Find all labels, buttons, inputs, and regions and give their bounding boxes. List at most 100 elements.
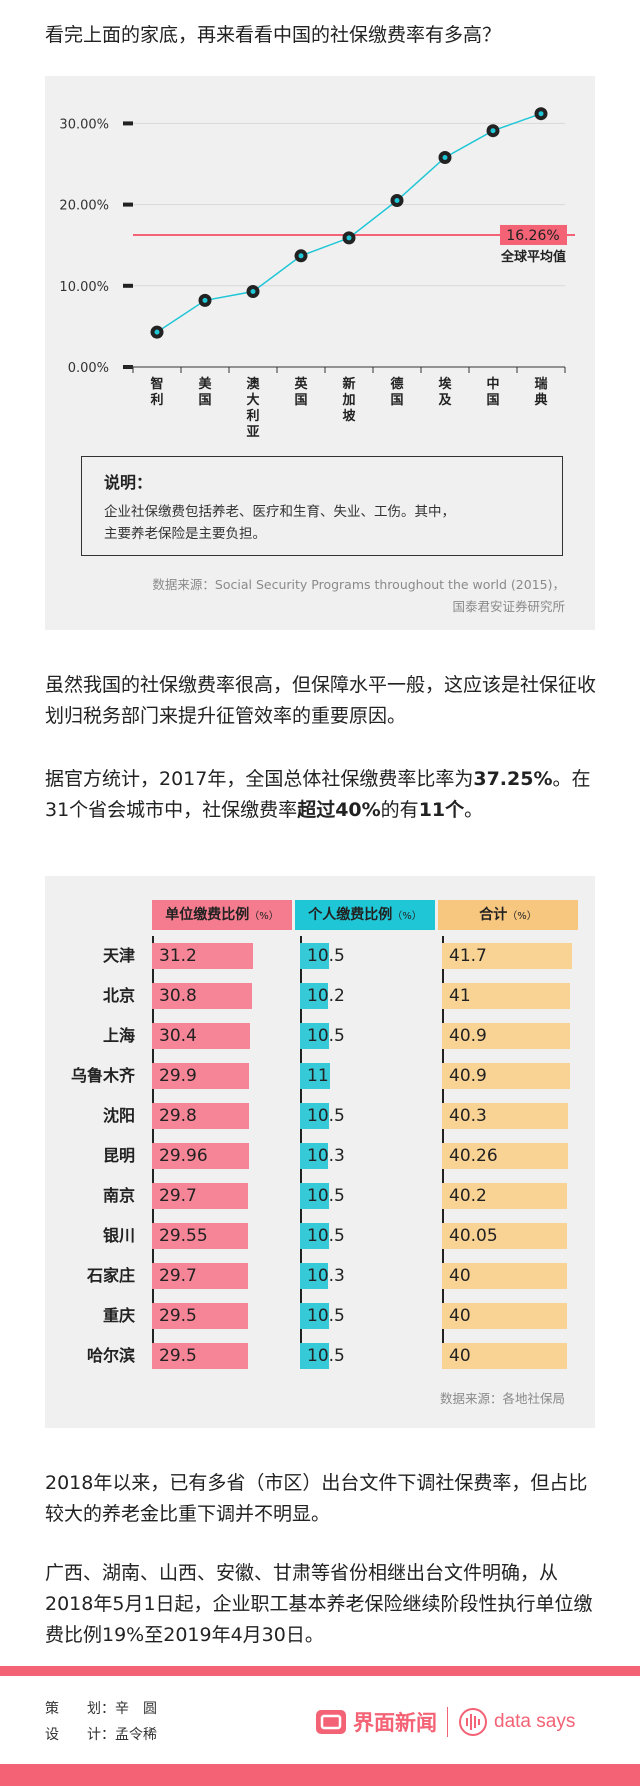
paragraph-3: 据官方统计，2017年，全国总体社保缴费率比率为37.25%。在31个省会城市中… (45, 764, 597, 826)
table-row: 哈尔滨 29.5 10.5 40 (45, 1336, 595, 1376)
intro-text: 看完上面的家底，再来看看中国的社保缴费率有多高？ (45, 24, 502, 46)
unit-rate-bar (152, 1143, 249, 1169)
personal-rate-bar (300, 1343, 329, 1369)
total-rate-bar (442, 1103, 568, 1129)
table-row: 石家庄 29.7 10.3 40 (45, 1256, 595, 1296)
paragraph-2: 虽然我国的社保缴费率很高，但保障水平一般，这应该是社保征收划归税务部门来提升征管… (45, 674, 597, 727)
table-row: 沈阳 29.8 10.5 40.3 (45, 1096, 595, 1136)
para3-bold-rate: 37.25% (473, 768, 553, 790)
footer-bottom-band (0, 1764, 640, 1786)
unit-rate-value: 29.9 (159, 1066, 197, 1086)
chart-note-box: 说明： 企业社保缴费包括养老、医疗和生育、失业、工伤。其中， 主要养老保险是主要… (81, 456, 563, 556)
total-rate-value: 40.3 (449, 1106, 487, 1126)
unit-rate-value: 29.8 (159, 1106, 197, 1126)
table-row: 银川 29.55 10.5 40.05 (45, 1216, 595, 1256)
table-row: 天津 31.2 10.5 41.7 (45, 936, 595, 976)
header-unit-rate-label: 单位缴费比例 (165, 907, 250, 923)
total-rate-value: 41 (449, 986, 471, 1006)
total-rate-value: 40.26 (449, 1146, 498, 1166)
rate-series-line (156, 112, 542, 333)
total-rate-value: 40.9 (449, 1066, 487, 1086)
personal-rate-bar (300, 1263, 329, 1289)
data-point-center (202, 297, 208, 303)
header-unit-rate-unit: （%） (249, 911, 279, 922)
total-rate-value: 41.7 (449, 946, 487, 966)
total-rate-bar (442, 1343, 567, 1369)
table-row: 上海 30.4 10.5 40.9 (45, 1016, 595, 1056)
note-line-1: 企业社保缴费包括养老、医疗和生育、失业、工伤。其中， (104, 504, 455, 520)
y-tick-label: 30.00% (59, 117, 109, 132)
jiemian-logo-icon (316, 1710, 346, 1734)
city-name: 重庆 (102, 1306, 135, 1325)
personal-rate-bar (300, 1143, 329, 1169)
table-row: 南京 29.7 10.5 40.2 (45, 1176, 595, 1216)
footer-top-stripe (0, 1666, 640, 1676)
unit-rate-bar (152, 943, 253, 969)
chart-panel: 0.00% 10.00% 20.00% 30.00% 智利 美国 澳大利亚 英国 新加坡 德国 埃及… (45, 76, 595, 630)
unit-rate-value: 31.2 (159, 946, 197, 966)
table-row: 昆明 29.96 10.3 40.26 (45, 1136, 595, 1176)
table-row: 乌鲁木齐 29.9 11 40.9 (45, 1056, 595, 1096)
unit-rate-bar (152, 1103, 249, 1129)
total-rate-bar (442, 983, 570, 1009)
city-name: 北京 (102, 986, 135, 1005)
para3-part4: 。 (464, 799, 484, 821)
city-name: 沈阳 (102, 1106, 135, 1125)
credit-designer: 设 计：孟令稀 (45, 1724, 157, 1744)
x-category-label: 澳大利亚 (246, 376, 260, 440)
unit-rate-bar (152, 1263, 249, 1289)
note-line-2: 主要养老保险是主要负担。 (104, 526, 266, 542)
planner-label: 策 划： (45, 1701, 115, 1717)
data-point-center (154, 329, 160, 335)
rate-line-chart: 0.00% 10.00% 20.00% 30.00% 智利 美国 澳大利亚 英国 新加坡 德国 埃及… (59, 107, 575, 440)
y-tick-label: 20.00% (59, 199, 109, 214)
x-category-label: 美国 (198, 376, 212, 408)
brand-tag: data says (494, 1711, 576, 1732)
total-rate-bar (442, 1143, 568, 1169)
designer-label: 设 计： (45, 1727, 115, 1743)
total-rate-value: 40.05 (449, 1226, 498, 1246)
personal-rate-bar (300, 983, 328, 1009)
note-title: 说明： (104, 473, 153, 492)
x-category-label: 智利 (150, 376, 163, 408)
data-says-icon (459, 1708, 487, 1736)
header-total-rate-label: 合计 (479, 907, 508, 923)
table-source: 数据来源：各地社保局 (439, 1391, 565, 1406)
personal-rate-value: 10.5 (307, 1026, 345, 1046)
header-total-rate: 合计（%） (438, 900, 578, 930)
total-rate-bar (442, 1303, 567, 1329)
total-rate-bar (442, 1183, 568, 1209)
header-personal-rate-unit: （%） (392, 911, 422, 922)
para3-part3: 的有 (380, 799, 419, 821)
total-rate-bar (442, 1023, 570, 1049)
brand-logo: 界面新闻 data says (315, 1704, 575, 1740)
total-rate-bar (442, 1223, 567, 1249)
y-tick-label: 10.00% (59, 280, 109, 295)
total-rate-bar (442, 1263, 567, 1289)
header-unit-rate: 单位缴费比例（%） (152, 900, 292, 930)
chart-source-line-2: 国泰君安证券研究所 (452, 599, 565, 614)
x-category-label: 德国 (390, 376, 403, 408)
city-name: 石家庄 (86, 1266, 135, 1285)
header-personal-rate-label: 个人缴费比例 (308, 907, 393, 923)
city-name: 上海 (102, 1026, 135, 1045)
personal-rate-value: 10.3 (307, 1266, 345, 1286)
unit-rate-value: 29.96 (159, 1146, 208, 1166)
paragraph-4: 2018年以来，已有多省（市区）出台文件下调社保费率，但占比较大的养老金比重下调… (45, 1472, 588, 1525)
header-personal-rate: 个人缴费比例（%） (295, 900, 435, 930)
x-category-label: 英国 (293, 376, 308, 408)
para3-bold-threshold: 超过40% (297, 799, 381, 821)
personal-rate-bar (300, 943, 329, 969)
total-rate-bar (442, 1063, 570, 1089)
city-name: 哈尔滨 (86, 1346, 135, 1365)
total-rate-value: 40 (449, 1346, 471, 1366)
personal-rate-value: 10.2 (307, 986, 345, 1006)
personal-rate-value: 10.5 (307, 1346, 345, 1366)
data-point-center (442, 155, 448, 160)
city-name: 银川 (102, 1226, 135, 1245)
personal-rate-value: 10.5 (307, 946, 345, 966)
personal-rate-bar (300, 1303, 329, 1329)
unit-rate-bar (152, 1223, 248, 1249)
data-point-center (538, 111, 544, 117)
unit-rate-value: 29.55 (159, 1226, 208, 1246)
